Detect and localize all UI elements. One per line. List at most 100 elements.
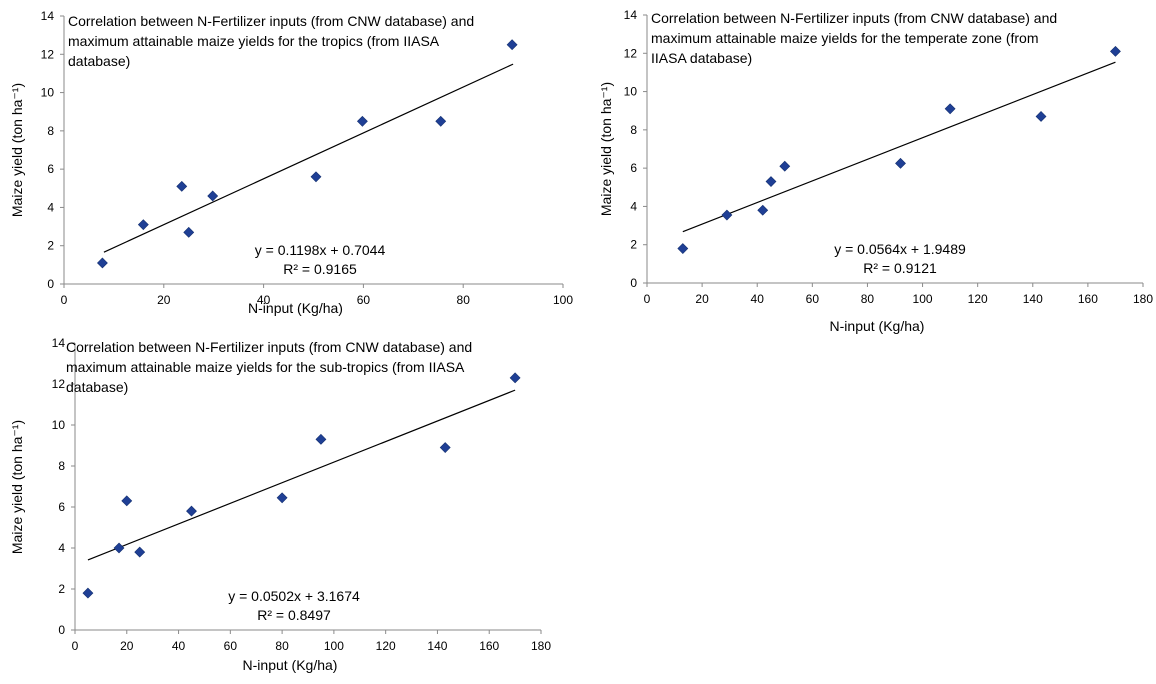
chart-subtropics-x-tick-label: 100 (324, 639, 344, 653)
chart-tropics-x-tick-label: 60 (357, 293, 371, 307)
chart-temperate-equation: y = 0.0564x + 1.9489 (834, 241, 966, 257)
chart-temperate-x-tick-label: 180 (1133, 292, 1153, 306)
chart-temperate-point (765, 176, 777, 187)
chart-subtropics-point (315, 433, 327, 445)
chart-temperate-y-tick-label: 14 (624, 8, 638, 22)
chart-tropics-point (96, 257, 108, 269)
chart-tropics-point (435, 115, 447, 127)
chart-subtropics-equation: y = 0.0502x + 3.1674 (228, 588, 360, 604)
chart-temperate-y-tick-label: 2 (630, 238, 637, 252)
chart-subtropics-y-tick-label: 10 (52, 418, 66, 432)
chart-tropics-y-tick-label: 8 (47, 124, 54, 138)
chart-temperate-point (944, 103, 956, 115)
chart-subtropics-x-tick-label: 40 (172, 639, 186, 653)
chart-subtropics-x-axis-label: N-input (Kg/ha) (243, 657, 338, 673)
chart-tropics-x-tick-label: 40 (257, 293, 271, 307)
chart-temperate-title: Correlation between N-Fertilizer inputs … (651, 10, 1057, 66)
chart-tropics-point (176, 180, 188, 192)
chart-temperate-y-tick-label: 4 (630, 199, 637, 213)
chart-tropics-y-tick-label: 0 (47, 277, 54, 291)
chart-subtropics-x-tick-label: 60 (224, 639, 238, 653)
chart-subtropics-x-tick-label: 20 (120, 639, 134, 653)
chart-subtropics-x-tick-label: 0 (72, 639, 79, 653)
chart-subtropics-point (439, 442, 451, 453)
chart-temperate-y-axis-label: Maize yield (ton ha⁻¹) (598, 82, 614, 216)
chart-subtropics-x-tick-label: 80 (275, 639, 289, 653)
chart-temperate-x-tick-label: 140 (1023, 292, 1043, 306)
chart-subtropics-title: Correlation between N-Fertilizer inputs … (66, 339, 472, 395)
chart-temperate-y-tick-label: 12 (624, 46, 638, 60)
chart-temperate-y-tick-label: 6 (630, 161, 637, 175)
chart-tropics-trendline (103, 63, 514, 253)
chart-subtropics-r-squared: R² = 0.8497 (257, 607, 331, 623)
chart-tropics-x-tick-label: 20 (157, 293, 171, 307)
chart-subtropics-y-tick-label: 12 (52, 377, 66, 391)
chart-subtropics-x-tick-label: 120 (376, 639, 396, 653)
chart-temperate-x-tick-label: 100 (913, 292, 933, 306)
chart-subtropics-point (82, 587, 94, 599)
chart-subtropics-point (186, 505, 197, 517)
chart-subtropics-y-axis-label: Maize yield (ton ha⁻¹) (9, 420, 25, 554)
chart-tropics-point (506, 39, 518, 51)
chart-subtropics-y-tick-label: 6 (58, 500, 65, 514)
chart-subtropics-y-tick-label: 8 (58, 459, 65, 473)
chart-tropics-y-tick-label: 12 (41, 47, 55, 61)
chart-subtropics-x-tick-label: 180 (531, 639, 551, 653)
chart-tropics-y-tick-label: 6 (47, 162, 54, 176)
chart-temperate-point (721, 209, 733, 221)
chart-tropics-x-tick-label: 100 (553, 293, 573, 307)
chart-tropics-point (183, 226, 195, 238)
chart-subtropics-point (276, 492, 288, 504)
chart-temperate-x-tick-label: 60 (806, 292, 820, 306)
chart-subtropics-point (509, 372, 521, 384)
chart-subtropics-point (113, 542, 125, 554)
chart-tropics-x-tick-label: 0 (61, 293, 68, 307)
chart-tropics-y-tick-label: 4 (47, 200, 54, 214)
chart-temperate-x-tick-label: 0 (644, 292, 651, 306)
chart-tropics-r-squared: R² = 0.9165 (283, 261, 357, 277)
chart-tropics-x-axis-label: N-input (Kg/ha) (248, 300, 343, 316)
chart-temperate-x-axis-label: N-input (Kg/ha) (830, 318, 925, 334)
chart-tropics-point (137, 219, 149, 231)
chart-tropics-equation: y = 0.1198x + 0.7044 (255, 242, 386, 258)
chart-temperate-r-squared: R² = 0.9121 (863, 260, 937, 276)
chart-temperate-x-tick-label: 160 (1078, 292, 1098, 306)
chart-temperate-x-tick-label: 120 (968, 292, 988, 306)
chart-subtropics-point (134, 546, 146, 558)
chart-tropics-y-tick-label: 14 (41, 9, 55, 23)
chart-tropics-y-axis-label: Maize yield (ton ha⁻¹) (9, 83, 25, 217)
chart-temperate-x-tick-label: 20 (695, 292, 709, 306)
chart-temperate-y-tick-label: 8 (630, 123, 637, 137)
chart-temperate-point (677, 243, 689, 254)
chart-tropics-y-tick-label: 2 (47, 239, 54, 253)
chart-subtropics-y-tick-label: 0 (58, 623, 65, 637)
chart-temperate-x-tick-label: 80 (861, 292, 875, 306)
chart-temperate-point (1035, 111, 1047, 122)
chart-temperate-point (895, 157, 906, 169)
chart-tropics: 0 2 4 6 8 10 12 14 0 20 40 60 80 100 N-input (Kg/ha) Ma… (9, 9, 573, 316)
chart-temperate-point (757, 204, 769, 216)
chart-temperate-point (779, 160, 791, 172)
chart-temperate-y-tick-label: 0 (630, 276, 637, 290)
chart-tropics-y-tick-label: 10 (41, 86, 55, 100)
chart-temperate-trendline (682, 61, 1116, 233)
chart-tropics-title: Correlation between N-Fertilizer inputs … (68, 13, 474, 69)
chart-tropics-x-tick-label: 80 (457, 293, 471, 307)
chart-temperate-y-tick-label: 10 (624, 85, 638, 99)
chart-subtropics-y-tick-label: 2 (58, 582, 65, 596)
chart-tropics-point (356, 115, 368, 127)
chart-tropics-point (207, 190, 219, 202)
chart-subtropics-x-tick-label: 140 (427, 639, 447, 653)
chart-subtropics-y-tick-label: 4 (58, 541, 65, 555)
chart-temperate-point (1110, 45, 1121, 57)
chart-temperate-x-tick-label: 40 (751, 292, 765, 306)
chart-subtropics-point (121, 495, 133, 507)
chart-subtropics-x-tick-label: 160 (479, 639, 499, 653)
chart-subtropics-y-tick-label: 14 (52, 336, 66, 350)
chart-subtropics-trendline (87, 389, 516, 561)
chart-tropics-point (310, 171, 322, 183)
